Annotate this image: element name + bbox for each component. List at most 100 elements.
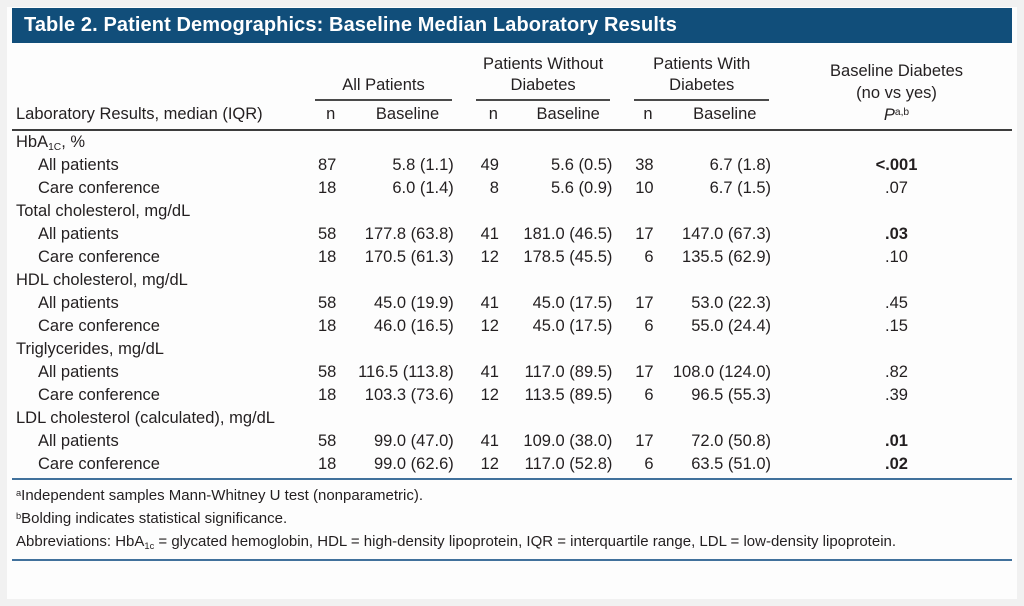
cell-baseline-without: 5.6 (0.9) <box>550 179 613 197</box>
column-header-laboratory-results: Laboratory Results, median (IQR) <box>12 54 304 131</box>
cell-row-label: All patients <box>38 225 119 243</box>
cell-n-all: 58 <box>317 294 337 312</box>
column-header-p-value: Baseline Diabetes (no vs yes) Pa,b <box>781 54 1012 131</box>
column-header-baseline-with: Baseline <box>668 101 782 131</box>
table-row: All patients 58 99.0 (47.0) 41 109.0 (38.0) 1… <box>12 430 1012 453</box>
cell-baseline-with: 6.7 (1.8) <box>709 156 772 174</box>
cell-n-with: 6 <box>644 455 654 473</box>
footnote: bBolding indicates statistical significa… <box>16 510 288 527</box>
cell-baseline-with: 96.5 (55.3) <box>691 386 772 404</box>
cell-row-label: Care conference <box>38 317 160 335</box>
cell-row-label: All patients <box>38 432 119 450</box>
cell-n-without: 12 <box>480 386 499 404</box>
column-header-baseline-without: Baseline <box>513 101 623 131</box>
cell-n-with: 38 <box>635 156 654 174</box>
cell-n-all: 18 <box>317 386 337 404</box>
cell-p-value: .01 <box>885 432 908 450</box>
cell-baseline-with: 6.7 (1.5) <box>709 179 772 197</box>
section-label: Triglycerides, mg/dL <box>16 340 164 358</box>
section-header-row: Total cholesterol, mg/dL <box>12 200 1012 223</box>
cell-baseline-all: 170.5 (61.3) <box>364 248 454 266</box>
section-label: HbA1C, % <box>16 133 86 153</box>
cell-row-label: Care conference <box>38 386 160 404</box>
table-row: Care conference 18 103.3 (73.6) 12 113.5 (89… <box>12 384 1012 407</box>
cell-baseline-all: 6.0 (1.4) <box>392 179 454 197</box>
cell-n-with: 17 <box>635 294 654 312</box>
table-row: Care conference 18 6.0 (1.4) 8 5.6 (0.9) 10 6.… <box>12 177 1012 200</box>
cell-baseline-with: 72.0 (50.8) <box>691 432 772 450</box>
cell-n-without: 49 <box>480 156 499 174</box>
cell-p-value: .82 <box>885 363 908 381</box>
cell-p-value: .10 <box>885 248 908 266</box>
cell-baseline-with: 147.0 (67.3) <box>682 225 772 243</box>
lab-results-table: Laboratory Results, median (IQR) All Pat… <box>12 54 1012 476</box>
section-label: HDL cholesterol, mg/dL <box>16 271 188 289</box>
cell-row-label: All patients <box>38 156 119 174</box>
cell-row-label: Care conference <box>38 179 160 197</box>
cell-p-value: .39 <box>885 386 908 404</box>
table-row: Care conference 18 46.0 (16.5) 12 45.0 (17.5… <box>12 315 1012 338</box>
cell-p-value: .02 <box>885 455 908 473</box>
cell-baseline-all: 45.0 (19.9) <box>373 294 454 312</box>
cell-n-all: 58 <box>317 363 337 381</box>
cell-n-with: 17 <box>635 225 654 243</box>
header-group-row: Laboratory Results, median (IQR) All Pat… <box>12 54 1012 131</box>
column-group-patients-without-diabetes: Patients Without Diabetes <box>464 54 623 101</box>
cell-n-without: 12 <box>480 248 499 266</box>
cell-baseline-all: 99.0 (62.6) <box>373 455 454 473</box>
table-body: HbA1C, % All patients 87 5.8 (1.1) 49 5.6 (0.… <box>12 130 1012 476</box>
table-row: Care conference 18 170.5 (61.3) 12 178.5 (45… <box>12 246 1012 269</box>
bottom-rule <box>12 559 1012 561</box>
column-group-patients-with-diabetes-label: Patients With Diabetes <box>634 54 770 101</box>
cell-n-all: 58 <box>317 225 337 243</box>
cell-n-all: 18 <box>317 248 337 266</box>
section-label: LDL cholesterol (calculated), mg/dL <box>16 409 275 427</box>
cell-n-without: 41 <box>480 294 499 312</box>
cell-p-value: <.001 <box>875 156 918 174</box>
cell-baseline-without: 45.0 (17.5) <box>532 317 613 335</box>
cell-p-value: .07 <box>885 179 908 197</box>
table-title: Table 2. Patient Demographics: Baseline … <box>24 14 677 36</box>
cell-n-all: 18 <box>317 317 337 335</box>
cell-baseline-with: 135.5 (62.9) <box>682 248 772 266</box>
footnote: aIndependent samples Mann-Whitney U test… <box>16 487 424 504</box>
section-header-row: Triglycerides, mg/dL <box>12 338 1012 361</box>
cell-n-with: 6 <box>644 248 654 266</box>
cell-p-value: .15 <box>885 317 908 335</box>
cell-n-all: 58 <box>317 432 337 450</box>
cell-baseline-all: 116.5 (113.8) <box>358 363 454 381</box>
section-header-row: LDL cholesterol (calculated), mg/dL <box>12 407 1012 430</box>
column-header-n-without: n <box>463 101 514 131</box>
cell-p-value: .45 <box>885 294 908 312</box>
cell-baseline-all: 5.8 (1.1) <box>392 156 454 174</box>
cell-p-value: .03 <box>885 225 908 243</box>
table-row: All patients 58 177.8 (63.8) 41 181.0 (46.5)… <box>12 223 1012 246</box>
cell-row-label: All patients <box>38 363 119 381</box>
footnote-divider-rule <box>12 478 1012 480</box>
column-header-baseline-all: Baseline <box>351 101 464 131</box>
cell-n-with: 17 <box>635 432 654 450</box>
cell-n-all: 18 <box>317 179 337 197</box>
cell-baseline-all: 99.0 (47.0) <box>373 432 454 450</box>
cell-row-label: All patients <box>38 294 119 312</box>
cell-n-all: 18 <box>317 455 337 473</box>
cell-n-with: 17 <box>635 363 654 381</box>
cell-baseline-without: 178.5 (45.5) <box>523 248 613 266</box>
column-group-all-patients: All Patients <box>303 54 464 101</box>
table-row: All patients 58 116.5 (113.8) 41 117.0 (89.5… <box>12 361 1012 384</box>
cell-n-without: 41 <box>480 363 499 381</box>
section-label: Total cholesterol, mg/dL <box>16 202 191 220</box>
column-header-n-with: n <box>622 101 669 131</box>
section-header-row: HbA1C, % <box>12 130 1012 154</box>
footnotes-section: aIndependent samples Mann-Whitney U test… <box>12 480 1012 553</box>
table-row: Care conference 18 99.0 (62.6) 12 117.0 (52.… <box>12 453 1012 476</box>
cell-n-without: 41 <box>480 225 499 243</box>
cell-baseline-without: 117.0 (52.8) <box>524 455 613 473</box>
cell-baseline-with: 63.5 (51.0) <box>691 455 772 473</box>
cell-n-without: 12 <box>480 455 499 473</box>
table-header: Laboratory Results, median (IQR) All Pat… <box>12 54 1012 131</box>
cell-baseline-all: 177.8 (63.8) <box>364 225 454 243</box>
cell-n-without: 12 <box>480 317 499 335</box>
cell-baseline-without: 117.0 (89.5) <box>524 363 613 381</box>
